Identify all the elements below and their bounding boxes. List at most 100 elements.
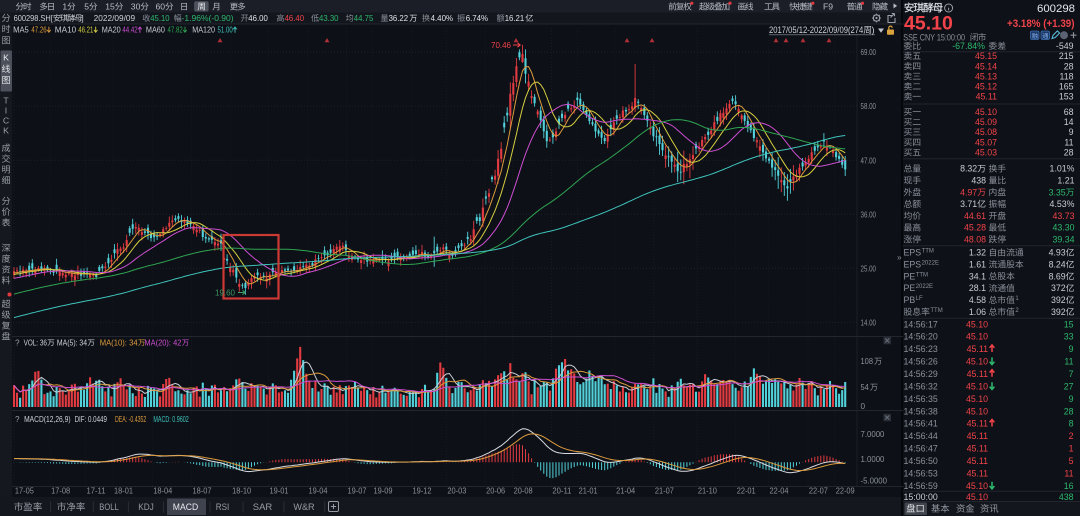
svg-text:45.10: 45.10 (966, 406, 988, 416)
svg-text:45.03: 45.03 (975, 148, 997, 158)
svg-text:F9: F9 (823, 2, 833, 12)
svg-text:45.11: 45.11 (967, 444, 988, 454)
svg-text:16: 16 (1064, 481, 1074, 491)
svg-text:48.08: 48.08 (964, 235, 986, 245)
svg-text:58.00: 58.00 (861, 102, 877, 111)
svg-text:18-10: 18-10 (232, 486, 251, 496)
svg-text:K: K (3, 53, 9, 63)
svg-text:19-07: 19-07 (348, 486, 367, 496)
svg-text:372: 372 (1051, 283, 1066, 293)
svg-text:45.10: 45.10 (966, 492, 988, 502)
svg-text:392: 392 (1051, 307, 1066, 317)
svg-text:30: 30 (131, 2, 141, 12)
svg-text:11: 11 (1064, 469, 1073, 479)
svg-text:45.11: 45.11 (967, 469, 988, 479)
svg-text:19-09: 19-09 (374, 486, 393, 496)
svg-text:2: 2 (1069, 431, 1074, 441)
svg-text:8.24: 8.24 (1049, 260, 1066, 270)
svg-text:-5.0000: -5.0000 (861, 477, 888, 486)
svg-text:9: 9 (1069, 344, 1074, 354)
svg-text:19.60: 19.60 (215, 287, 235, 297)
svg-text:33: 33 (1064, 332, 1074, 342)
svg-text:PE: PE (904, 271, 916, 281)
svg-text:4.40%: 4.40% (431, 14, 453, 23)
svg-text:KDJ: KDJ (138, 502, 154, 513)
svg-text:14:56:50: 14:56:50 (904, 456, 938, 466)
svg-text:I: I (5, 106, 7, 116)
svg-text:45.10: 45.10 (975, 107, 997, 117)
svg-text:9: 9 (1069, 127, 1074, 137)
svg-text:C: C (3, 116, 9, 126)
svg-text:21-01: 21-01 (579, 486, 598, 496)
svg-text:»: » (897, 252, 902, 262)
svg-text:11: 11 (1064, 357, 1073, 367)
svg-text:RSI: RSI (216, 502, 230, 513)
svg-text:14:56:26: 14:56:26 (904, 357, 938, 367)
svg-text:17-08: 17-08 (51, 486, 70, 496)
svg-text:MACD: MACD (173, 502, 199, 513)
svg-text:19-04: 19-04 (309, 486, 328, 496)
svg-text:8: 8 (1069, 419, 1074, 429)
svg-text:8.69: 8.69 (1049, 271, 1066, 281)
svg-text:600298: 600298 (1037, 3, 1075, 15)
svg-text:5: 5 (84, 2, 89, 12)
svg-text:45.15: 45.15 (975, 51, 997, 61)
svg-text:): ) (872, 25, 875, 35)
svg-text:45.11: 45.11 (976, 92, 997, 102)
svg-text:51.00: 51.00 (218, 25, 234, 34)
svg-text:45.12: 45.12 (975, 82, 997, 92)
svg-text:MA(5): 34: MA(5): 34 (57, 338, 88, 347)
svg-text:TTM: TTM (930, 308, 942, 314)
svg-text:20-06: 20-06 (486, 486, 505, 496)
svg-text:45.28: 45.28 (964, 223, 986, 233)
svg-text:14:56:41: 14:56:41 (904, 419, 938, 429)
svg-text:45.11: 45.11 (967, 419, 988, 429)
svg-text:46.40: 46.40 (285, 14, 305, 23)
svg-text:45.10: 45.10 (966, 319, 988, 329)
svg-text:44.42: 44.42 (122, 25, 138, 34)
svg-text:20-08: 20-08 (514, 486, 533, 496)
svg-text:2022/09/09: 2022/09/09 (94, 14, 136, 23)
svg-text:-1.96%(-0.90): -1.96%(-0.90) (182, 14, 234, 23)
svg-text:108: 108 (861, 357, 874, 366)
svg-text:54: 54 (861, 383, 870, 392)
svg-text:43.30: 43.30 (1052, 223, 1074, 233)
svg-text:PE: PE (904, 283, 916, 293)
svg-text:SAR: SAR (253, 502, 273, 513)
svg-text:-67.84%: -67.84% (952, 41, 985, 51)
svg-text:14:56:29: 14:56:29 (904, 369, 938, 379)
svg-text:1.32: 1.32 (969, 248, 986, 258)
svg-text:22-04: 22-04 (770, 486, 789, 496)
svg-text:43.73: 43.73 (1052, 211, 1074, 221)
svg-text:47.26: 47.26 (31, 25, 47, 34)
svg-text:14:56:20: 14:56:20 (904, 332, 938, 342)
svg-text:]: ] (81, 14, 83, 23)
svg-text:68: 68 (1064, 107, 1074, 117)
svg-text:MA5: MA5 (13, 25, 29, 34)
svg-text:15: 15 (1064, 319, 1074, 329)
svg-text:45.14: 45.14 (975, 61, 997, 71)
svg-text:60: 60 (156, 2, 166, 12)
svg-text:2022E: 2022E (922, 261, 939, 267)
svg-text:165: 165 (1059, 82, 1074, 92)
svg-text:45.10: 45.10 (904, 13, 953, 35)
svg-text:3.71: 3.71 (960, 199, 977, 209)
svg-text:5: 5 (1069, 456, 1074, 466)
svg-text:2022E: 2022E (916, 284, 933, 290)
svg-text:14:56:23: 14:56:23 (904, 344, 938, 354)
svg-text:34.1: 34.1 (969, 271, 986, 281)
svg-text:36.00: 36.00 (861, 210, 877, 219)
svg-text:TTM: TTM (922, 249, 934, 255)
svg-text:17-11: 17-11 (87, 486, 106, 496)
svg-text:600298.SH[: 600298.SH[ (14, 14, 54, 23)
svg-text:11: 11 (1064, 137, 1073, 147)
svg-text:45.10: 45.10 (966, 394, 988, 404)
svg-text:392: 392 (1051, 295, 1066, 305)
svg-text:MA20: MA20 (102, 25, 121, 34)
svg-text:4.53%: 4.53% (1050, 199, 1075, 209)
svg-text:4.97: 4.97 (960, 187, 977, 197)
svg-text:18-07: 18-07 (193, 486, 212, 496)
svg-text:6.74%: 6.74% (466, 14, 488, 23)
svg-text:MA(20): 42: MA(20): 42 (144, 338, 181, 347)
svg-text:47.00: 47.00 (861, 156, 877, 165)
